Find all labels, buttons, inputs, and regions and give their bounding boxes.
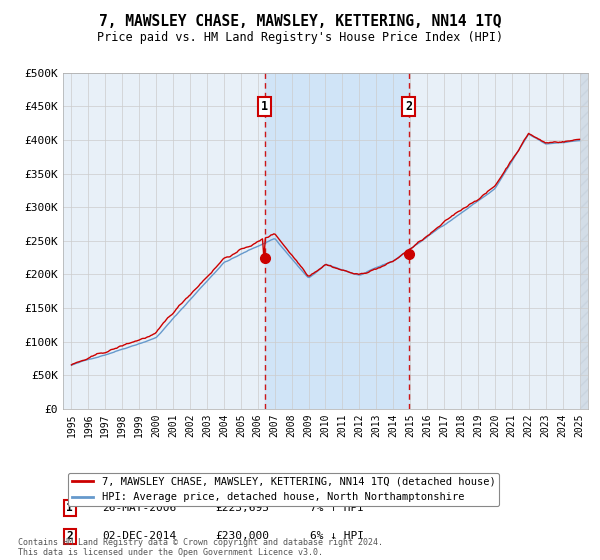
Text: £230,000: £230,000: [215, 531, 269, 542]
Text: 2: 2: [405, 100, 412, 113]
Text: 2: 2: [67, 531, 73, 542]
Text: 7, MAWSLEY CHASE, MAWSLEY, KETTERING, NN14 1TQ: 7, MAWSLEY CHASE, MAWSLEY, KETTERING, NN…: [99, 14, 501, 29]
Text: Price paid vs. HM Land Registry's House Price Index (HPI): Price paid vs. HM Land Registry's House …: [97, 31, 503, 44]
Bar: [265, 73, 409, 409]
Text: 02-DEC-2014: 02-DEC-2014: [103, 531, 176, 542]
Legend: 7, MAWSLEY CHASE, MAWSLEY, KETTERING, NN14 1TQ (detached house), HPI: Average pr: 7, MAWSLEY CHASE, MAWSLEY, KETTERING, NN…: [68, 473, 499, 506]
Text: 1: 1: [67, 503, 73, 513]
Text: 7% ↑ HPI: 7% ↑ HPI: [310, 503, 364, 513]
Text: 6% ↓ HPI: 6% ↓ HPI: [310, 531, 364, 542]
Bar: [580, 73, 588, 409]
Text: £223,695: £223,695: [215, 503, 269, 513]
Text: 1: 1: [261, 100, 268, 113]
Text: Contains HM Land Registry data © Crown copyright and database right 2024.
This d: Contains HM Land Registry data © Crown c…: [18, 538, 383, 557]
Text: 26-MAY-2006: 26-MAY-2006: [103, 503, 176, 513]
